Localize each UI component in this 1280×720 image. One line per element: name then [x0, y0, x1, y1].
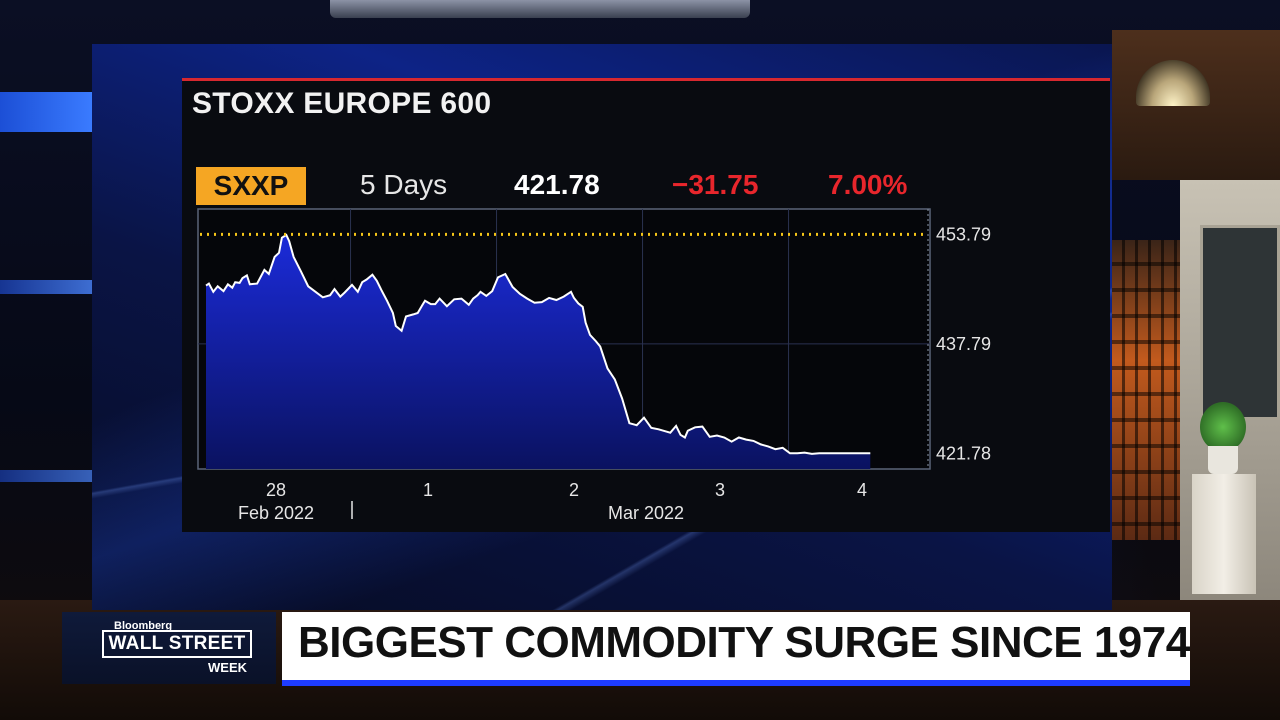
x-tick-label: 4 [857, 480, 867, 500]
y-tick-label: 437.79 [936, 334, 991, 354]
lower-third-banner: BIGGEST COMMODITY SURGE SINCE 1974 [282, 612, 1190, 686]
plant-pot [1208, 446, 1238, 474]
x-tick-label: 28 [266, 480, 286, 500]
x-month-label: Mar 2022 [608, 503, 684, 523]
price-change-percent: 7.00% [828, 169, 908, 200]
period-label: 5 Days [360, 169, 448, 200]
y-axis: 453.79 437.79 421.78 [936, 224, 991, 463]
logo-title: WALL STREET [102, 630, 252, 658]
x-month-label: Feb 2022 [238, 503, 314, 523]
chart-card: STOXX EUROPE 600 SXXP 5 Days 421.78 −31.… [182, 78, 1110, 532]
city-window [1112, 240, 1180, 540]
pedestal [1192, 474, 1256, 594]
last-price: 421.78 [514, 169, 600, 200]
logo-subtitle: WEEK [208, 660, 247, 675]
price-chart: 453.79 437.79 421.78 28 Feb 2022 1 2 Mar 2022 3… [197, 208, 991, 523]
price-area [206, 235, 871, 469]
x-tick-label: 2 [569, 480, 579, 500]
ticker-badge: SXXP [196, 167, 306, 205]
headline: BIGGEST COMMODITY SURGE SINCE 1974 [298, 618, 1190, 667]
ceiling-fixture [330, 0, 750, 18]
y-tick-label: 453.79 [936, 224, 991, 244]
plant-icon [1200, 402, 1246, 452]
price-line [205, 233, 871, 455]
show-logo: Bloomberg WALL STREET WEEK [62, 612, 276, 684]
x-tick-label: 1 [423, 480, 433, 500]
studio-light-beam [0, 470, 92, 482]
wall-panel [1200, 225, 1280, 420]
x-axis: 28 Feb 2022 1 2 Mar 2022 3 4 [238, 480, 867, 523]
y-tick-label: 421.78 [936, 443, 991, 463]
logo-brand: Bloomberg [114, 620, 173, 632]
studio-light-beam [0, 92, 92, 132]
x-tick-label: 3 [715, 480, 725, 500]
price-change: −31.75 [672, 169, 759, 200]
chart-title: STOXX EUROPE 600 [192, 87, 492, 120]
studio-light-beam [0, 280, 92, 294]
